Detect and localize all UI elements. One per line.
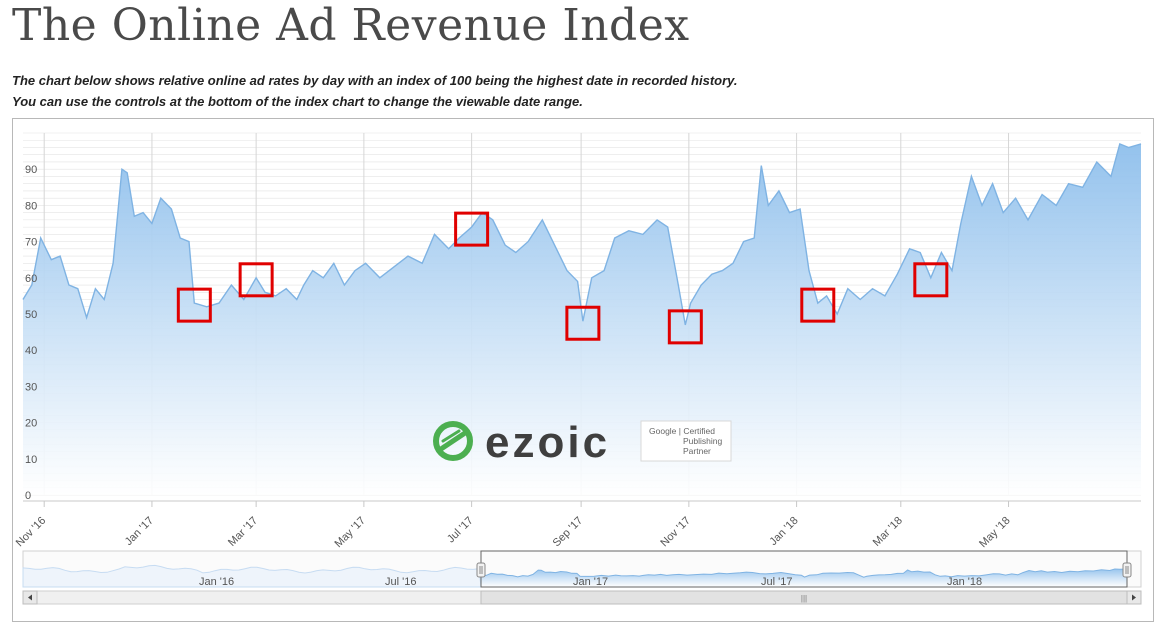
y-tick-label: 0	[25, 490, 31, 502]
badge-line-1: Google | Certified	[649, 426, 715, 436]
google-partner-badge	[640, 420, 732, 462]
navigator-handle[interactable]	[1122, 562, 1132, 578]
x-tick-label: Jan '18	[767, 515, 800, 548]
highlight-box	[454, 211, 490, 247]
ezoic-watermark: ezoic Google | Certified Publishing Part…	[433, 418, 732, 467]
x-tick-label: Jul '17	[445, 515, 476, 546]
navigator-handle[interactable]	[476, 562, 486, 578]
navigator-label: Jan '16	[199, 576, 234, 588]
subtitle-line-1: The chart below shows relative online ad…	[12, 73, 738, 88]
y-tick-label: 50	[25, 309, 37, 321]
navigator-series	[480, 568, 1128, 588]
highlight-box	[800, 287, 836, 323]
plot-area: 0 10 20 30 40 50 60 70 80 90 Nov '16 Jan '17 Mar '17…	[14, 132, 1142, 550]
highlight-box	[565, 305, 601, 341]
x-tick-label: May '18	[977, 515, 1012, 550]
arrow-left-icon	[28, 594, 32, 601]
highlight-box	[238, 262, 274, 298]
navigator-label: Jul '17	[761, 576, 792, 588]
y-tick-label: 70	[25, 237, 37, 249]
subtitle-line-2: You can use the controls at the bottom o…	[12, 94, 583, 109]
y-tick-label: 40	[25, 345, 37, 357]
x-tick-label: Nov '17	[658, 515, 693, 550]
ad-revenue-chart[interactable]: 0 10 20 30 40 50 60 70 80 90 Nov '16 Jan '17 Mar '17…	[13, 119, 1153, 621]
navigator-history	[22, 564, 482, 588]
scrollbar-grip: |||	[801, 594, 807, 603]
x-tick-label: Mar '18	[871, 515, 905, 549]
highlight-box	[913, 262, 949, 298]
range-navigator[interactable]: Jan '16 Jul '16 Jan '17 Jul '17 Jan '18 |||	[22, 550, 1142, 605]
highlight-box	[176, 287, 212, 323]
y-tick-label: 30	[25, 381, 37, 393]
y-tick-label: 60	[25, 273, 37, 285]
x-tick-label: May '17	[333, 515, 368, 550]
highlight-box	[667, 309, 703, 345]
y-tick-label: 20	[25, 418, 37, 430]
ezoic-logo-icon	[433, 421, 473, 461]
ezoic-wordmark: ezoic	[485, 418, 610, 467]
x-tick-label: Sep '17	[551, 515, 586, 550]
x-tick-label: Nov '16	[14, 515, 49, 550]
navigator-label: Jul '16	[385, 576, 416, 588]
x-tick-label: Jan '17	[123, 515, 156, 548]
y-tick-label: 10	[25, 454, 37, 466]
page-subtitle: The chart below shows relative online ad…	[12, 70, 738, 112]
chart-container: 0 10 20 30 40 50 60 70 80 90 Nov '16 Jan '17 Mar '17…	[12, 118, 1154, 622]
y-tick-label: 90	[25, 164, 37, 176]
y-tick-label: 80	[25, 200, 37, 212]
badge-line-2: Publishing	[683, 436, 722, 446]
x-tick-label: Mar '17	[226, 515, 260, 549]
badge-line-3: Partner	[683, 446, 711, 456]
page-title: The Online Ad Revenue Index	[12, 0, 690, 51]
arrow-right-icon	[1132, 594, 1136, 601]
navigator-label: Jan '18	[947, 576, 982, 588]
navigator-label: Jan '17	[573, 576, 608, 588]
